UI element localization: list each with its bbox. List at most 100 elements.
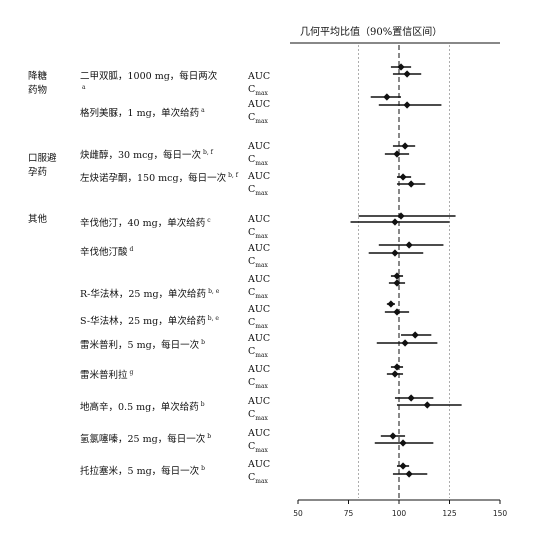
metric-label-cmax: Cmax (248, 317, 268, 332)
point-estimate-4 (401, 142, 409, 150)
point-estimate-17 (401, 339, 409, 347)
point-estimate-13 (393, 279, 401, 287)
drug-label-glimepiride: 格列美脲，1 mg，单次给药 a (80, 107, 205, 120)
metric-label-auc: AUC (248, 396, 271, 407)
metric-label-cmax: Cmax (248, 472, 268, 487)
metric-label-cmax-subscript: max (255, 232, 268, 240)
drug-label-ramiprilat: 雷米普利拉 g (80, 369, 134, 382)
drug-label-digoxin: 地高辛，0.5 mg，单次给药 b (80, 401, 205, 414)
metric-label-cmax-subscript: max (255, 189, 268, 197)
metric-label-cmax: Cmax (248, 409, 268, 424)
metric-label-cmax-text: C (248, 346, 256, 357)
drug-label-torasemide: 托拉塞米，5 mg，每日一次 b (80, 465, 205, 478)
point-estimate-0 (397, 63, 405, 71)
point-estimate-1 (403, 70, 411, 78)
metric-label-auc: AUC (248, 274, 271, 285)
metric-label-cmax-text: C (248, 227, 256, 238)
drug-label-simvastatin-acid: 辛伐他汀酸 d (80, 246, 134, 259)
metric-label-cmax: Cmax (248, 84, 268, 99)
metric-label-cmax: Cmax (248, 184, 268, 199)
drug-label-simvastatin: 辛伐他汀，40 mg，单次给药 c (80, 217, 211, 230)
metric-label-cmax: Cmax (248, 227, 268, 242)
chart-title: 几何平均比值（90%置信区间） (300, 27, 443, 38)
drug-label-hydrochlorothiazide: 氢氯噻嗪，25 mg，每日一次 b (80, 433, 212, 446)
metric-label-cmax-text: C (248, 317, 256, 328)
category-label-oral-contraceptives: 口服避孕药 (28, 153, 57, 178)
metric-label-cmax-text: C (248, 377, 256, 388)
point-estimate-23 (399, 439, 407, 447)
metric-label-cmax-subscript: max (255, 351, 268, 359)
metric-label-cmax: Cmax (248, 377, 268, 392)
metric-label-auc: AUC (248, 333, 271, 344)
metric-label-cmax: Cmax (248, 441, 268, 456)
point-estimate-12 (393, 272, 401, 280)
drug-label-s-warfarin: S-华法林，25 mg，单次给药 b, e (80, 315, 219, 328)
x-tick-label-50: 50 (293, 509, 303, 518)
metric-label-cmax-subscript: max (255, 117, 268, 125)
point-estimate-10 (405, 241, 413, 249)
metric-label-cmax-subscript: max (255, 382, 268, 390)
metric-label-cmax-text: C (248, 472, 256, 483)
metric-label-auc: AUC (248, 171, 271, 182)
metric-label-cmax-subscript: max (255, 414, 268, 422)
metric-label-cmax: Cmax (248, 256, 268, 271)
drug-label-levonorgestrel: 左炔诺孕酮，150 mcg，每日一次 b, f (80, 172, 238, 185)
metric-label-cmax-text: C (248, 409, 256, 420)
drug-label-metformin: 二甲双胍，1000 mg，每日两次 a (80, 71, 218, 91)
point-estimate-20 (407, 394, 415, 402)
metric-label-cmax-text: C (248, 287, 256, 298)
metric-label-auc: AUC (248, 99, 271, 110)
metric-label-cmax-subscript: max (255, 322, 268, 330)
point-estimate-22 (389, 432, 397, 440)
metric-label-cmax-text: C (248, 154, 256, 165)
point-estimate-24 (399, 462, 407, 470)
x-tick-label-125: 125 (442, 509, 457, 518)
metric-label-cmax-subscript: max (255, 477, 268, 485)
point-estimate-21 (423, 401, 431, 409)
point-estimate-14 (387, 300, 395, 308)
drug-label-ethinylestradiol: 炔雌醇，30 mcg，每日一次 b, f (80, 149, 213, 162)
metric-label-cmax-subscript: max (255, 89, 268, 97)
drug-label-ramipril: 雷米普利，5 mg，每日一次 b (80, 339, 205, 352)
point-estimate-5 (393, 150, 401, 158)
point-estimate-3 (403, 101, 411, 109)
x-tick-label-150: 150 (493, 509, 508, 518)
metric-label-cmax-text: C (248, 112, 256, 123)
point-estimate-16 (411, 331, 419, 339)
metric-label-auc: AUC (248, 364, 271, 375)
metric-label-auc: AUC (248, 428, 271, 439)
metric-label-auc: AUC (248, 243, 271, 254)
point-estimate-7 (407, 180, 415, 188)
point-estimate-9 (391, 218, 399, 226)
x-tick-label-75: 75 (344, 509, 354, 518)
metric-label-cmax-subscript: max (255, 159, 268, 167)
metric-label-auc: AUC (248, 141, 271, 152)
metric-label-cmax-text: C (248, 184, 256, 195)
category-label-other: 其他 (28, 214, 48, 225)
point-estimate-6 (399, 173, 407, 181)
metric-label-cmax-text: C (248, 84, 256, 95)
drug-label-r-warfarin: R-华法林，25 mg，单次给药 b, e (80, 288, 220, 301)
metric-label-cmax: Cmax (248, 154, 268, 169)
metric-label-auc: AUC (248, 459, 271, 470)
point-estimate-25 (405, 470, 413, 478)
point-estimate-15 (393, 308, 401, 316)
metric-label-cmax-subscript: max (255, 446, 268, 454)
metric-label-cmax: Cmax (248, 112, 268, 127)
metric-label-auc: AUC (248, 214, 271, 225)
metric-label-cmax-text: C (248, 441, 256, 452)
metric-label-cmax: Cmax (248, 287, 268, 302)
metric-label-auc: AUC (248, 304, 271, 315)
metric-label-auc: AUC (248, 71, 271, 82)
point-estimate-11 (391, 249, 399, 257)
category-label-glucose-lowering: 降糖药物 (28, 71, 48, 96)
metric-label-cmax: Cmax (248, 346, 268, 361)
point-estimate-8 (397, 212, 405, 220)
point-estimate-2 (383, 93, 391, 101)
point-estimate-18 (393, 363, 401, 371)
x-tick-label-100: 100 (392, 509, 407, 518)
point-estimate-19 (391, 370, 399, 378)
metric-label-cmax-text: C (248, 256, 256, 267)
